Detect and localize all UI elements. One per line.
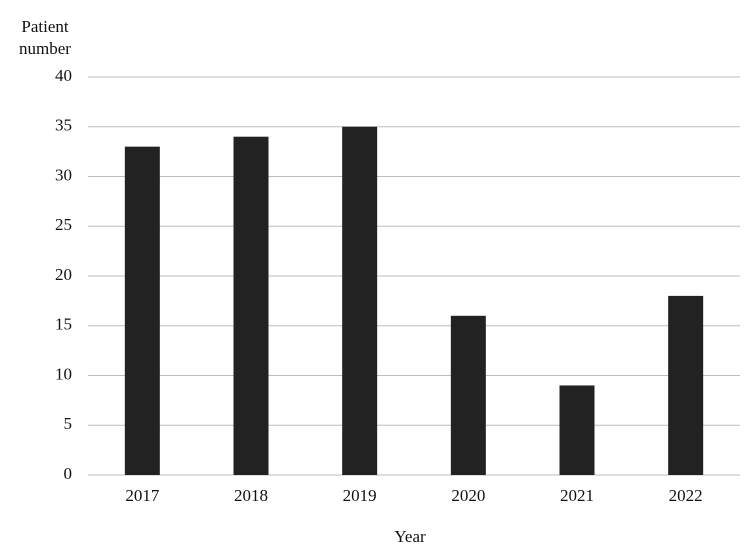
x-tick-label: 2018 — [234, 486, 268, 505]
y-tick-label: 15 — [55, 315, 72, 334]
x-tick-label: 2019 — [343, 486, 377, 505]
bar — [124, 146, 160, 475]
x-tick-label: 2020 — [451, 486, 485, 505]
bar — [233, 136, 269, 475]
y-tick-label: 35 — [55, 116, 72, 135]
bar — [342, 126, 378, 475]
y-tick-label: 0 — [64, 464, 73, 483]
bar — [559, 385, 595, 475]
bar — [668, 295, 704, 475]
y-tick-label: 30 — [55, 165, 72, 184]
bar — [450, 315, 486, 475]
y-tick-label: 5 — [64, 414, 73, 433]
y-tick-label: 25 — [55, 215, 72, 234]
x-tick-label: 2022 — [669, 486, 703, 505]
x-axis-label: Year — [394, 527, 426, 546]
y-tick-label: 10 — [55, 364, 72, 383]
y-tick-label: 40 — [55, 66, 72, 85]
x-tick-label: 2021 — [560, 486, 594, 505]
y-axis-label: Patient number — [19, 17, 71, 58]
y-tick-label: 20 — [55, 265, 72, 284]
x-tick-label: 2017 — [125, 486, 160, 505]
